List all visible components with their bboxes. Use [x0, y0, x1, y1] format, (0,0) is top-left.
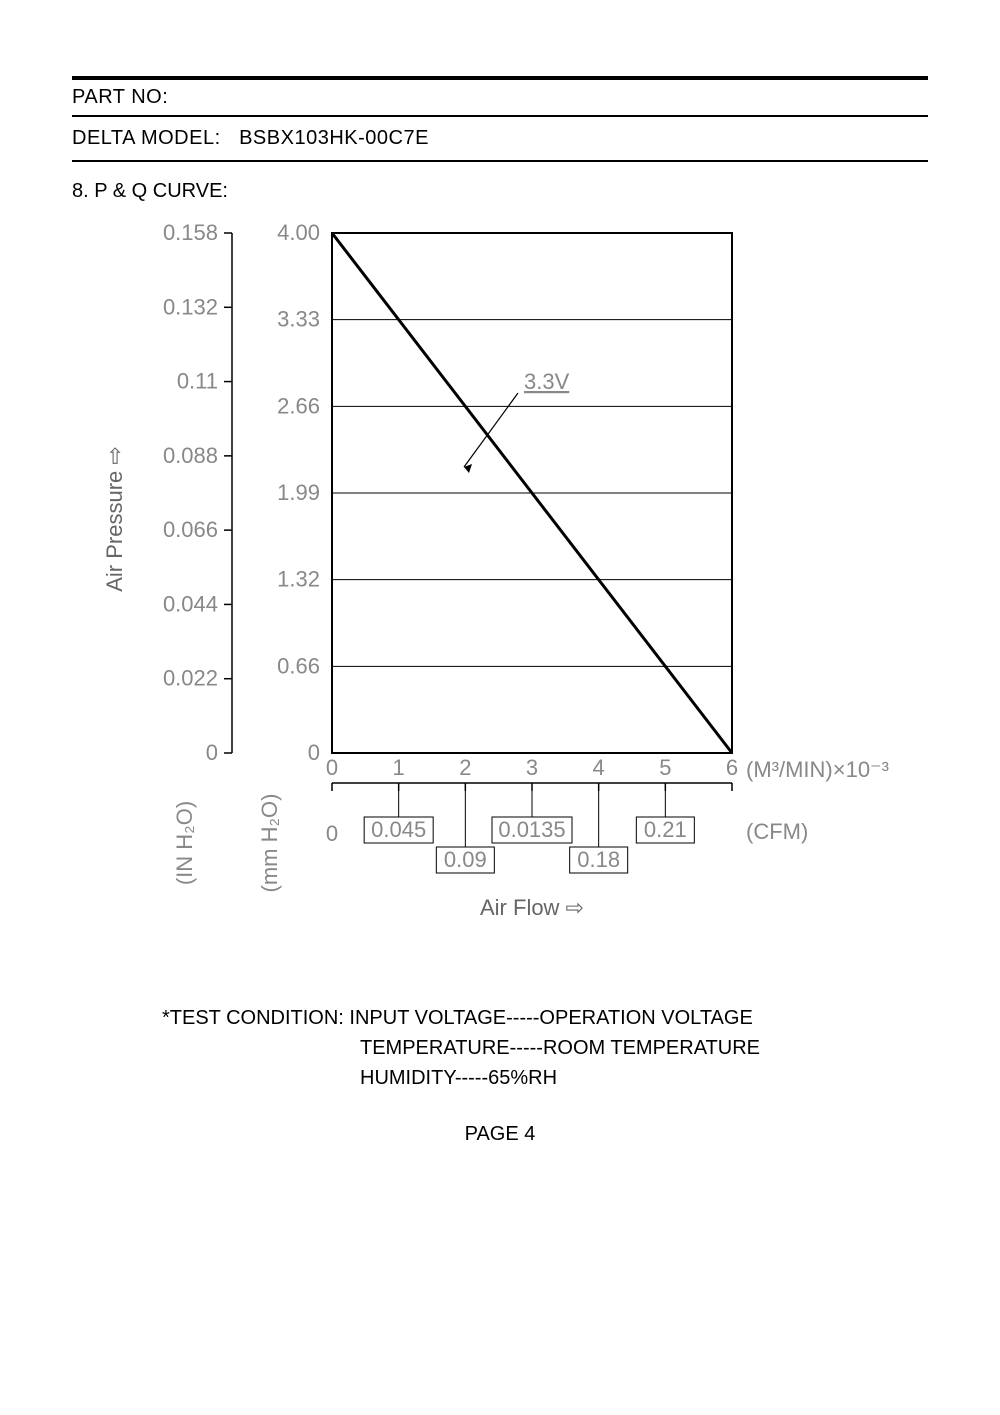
test-condition-line1: *TEST CONDITION: INPUT VOLTAGE-----OPERA…: [162, 1003, 928, 1033]
delta-model-value: BSBX103HK-00C7E: [239, 127, 429, 149]
page: PART NO: DELTA MODEL: BSBX103HK-00C7E 8.…: [0, 0, 1000, 1415]
svg-text:4: 4: [593, 755, 605, 780]
svg-text:3: 3: [526, 755, 538, 780]
svg-text:(IN H₂O): (IN H₂O): [172, 801, 197, 885]
section-title: 8. P & Q CURVE:: [72, 180, 928, 203]
svg-text:1.32: 1.32: [277, 567, 320, 592]
svg-text:Air Flow ⇨: Air Flow ⇨: [480, 895, 584, 920]
test-condition-line3: HUMIDITY-----65%RH: [360, 1063, 928, 1093]
svg-text:Air Pressure ⇨: Air Pressure ⇨: [102, 446, 127, 592]
svg-text:0.066: 0.066: [163, 517, 218, 542]
svg-text:(mm H₂O): (mm H₂O): [257, 794, 282, 893]
svg-text:2.66: 2.66: [277, 393, 320, 418]
svg-text:0.0135: 0.0135: [498, 817, 565, 842]
pq-curve-chart: 0.158 0.132 0.11 0.088 0.066 0.044 0.022 0 4.00 3…: [82, 213, 902, 973]
svg-text:0.158: 0.158: [163, 220, 218, 245]
svg-text:0.09: 0.09: [444, 847, 487, 872]
svg-text:0: 0: [206, 740, 218, 765]
svg-text:0.11: 0.11: [177, 369, 218, 394]
svg-text:(CFM): (CFM): [746, 819, 808, 844]
svg-text:1: 1: [393, 755, 405, 780]
svg-text:3.3V: 3.3V: [524, 369, 570, 394]
delta-model-row: DELTA MODEL: BSBX103HK-00C7E: [72, 117, 928, 162]
svg-text:0.045: 0.045: [371, 817, 426, 842]
svg-text:0: 0: [326, 755, 338, 780]
part-no-label: PART NO:: [72, 86, 168, 108]
svg-text:1.99: 1.99: [277, 480, 320, 505]
svg-text:0.088: 0.088: [163, 443, 218, 468]
svg-text:0: 0: [308, 740, 320, 765]
test-condition-line2: TEMPERATURE-----ROOM TEMPERATURE: [360, 1033, 928, 1063]
svg-text:0.044: 0.044: [163, 591, 218, 616]
svg-text:0.132: 0.132: [163, 294, 218, 319]
svg-text:0.21: 0.21: [644, 817, 687, 842]
svg-text:0.022: 0.022: [163, 666, 218, 691]
page-number: PAGE 4: [72, 1123, 928, 1146]
svg-text:0: 0: [326, 821, 338, 846]
delta-model-label: DELTA MODEL:: [72, 127, 221, 149]
svg-text:3.33: 3.33: [277, 307, 320, 332]
svg-text:0.18: 0.18: [577, 847, 620, 872]
svg-text:5: 5: [659, 755, 671, 780]
svg-text:(M³/MIN)×10⁻³: (M³/MIN)×10⁻³: [746, 757, 889, 782]
test-condition-block: *TEST CONDITION: INPUT VOLTAGE-----OPERA…: [162, 1003, 928, 1093]
part-no-row: PART NO:: [72, 76, 928, 117]
svg-text:6: 6: [726, 755, 738, 780]
svg-text:0.66: 0.66: [277, 653, 320, 678]
chart-svg: 0.158 0.132 0.11 0.088 0.066 0.044 0.022 0 4.00 3…: [82, 213, 902, 973]
svg-text:2: 2: [459, 755, 471, 780]
svg-text:4.00: 4.00: [277, 220, 320, 245]
